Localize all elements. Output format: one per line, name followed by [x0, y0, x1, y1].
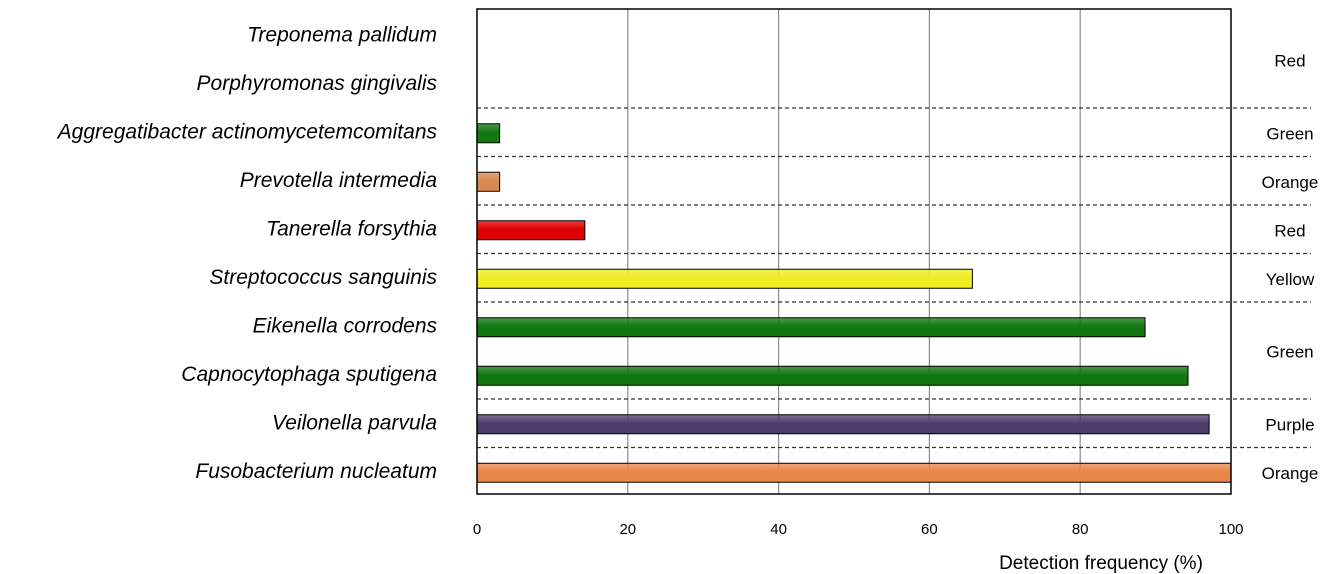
- complex-separators: [477, 107, 1311, 449]
- x-tick-labels: 0 20 40 60 80 100: [473, 521, 1244, 538]
- bars: [476, 123, 1232, 483]
- category-label: Porphyromonas gingivalis: [197, 72, 438, 95]
- category-label: Fusobacterium nucleatum: [195, 460, 437, 483]
- complex-label: Orange: [1262, 173, 1319, 192]
- bar: [476, 317, 1146, 338]
- x-tick-label: 100: [1218, 521, 1243, 538]
- complex-label: Orange: [1262, 464, 1319, 483]
- x-tick-label: 40: [770, 521, 787, 538]
- category-label: Tanerella forsythia: [266, 217, 437, 240]
- x-tick-label: 60: [921, 521, 938, 538]
- x-tick-label: 80: [1072, 521, 1089, 538]
- plot-area-frame: [476, 8, 1232, 495]
- complex-label: Purple: [1265, 415, 1314, 434]
- category-label: Streptococcus sanguinis: [209, 266, 437, 289]
- bar: [476, 414, 1210, 435]
- complex-label: Green: [1266, 124, 1313, 143]
- category-label: Veilonella parvula: [272, 411, 437, 434]
- x-tick-label: 0: [473, 521, 481, 538]
- category-label: Eikenella corrodens: [253, 314, 438, 337]
- complex-labels: Red Green Orange Red Yellow Green Purple Orange: [1262, 52, 1319, 483]
- complex-label: Red: [1274, 221, 1305, 240]
- bar: [476, 123, 501, 144]
- gridlines: [627, 9, 1081, 494]
- bar: [476, 365, 1189, 386]
- category-label: Capnocytophaga sputigena: [181, 363, 437, 386]
- bar: [476, 171, 501, 192]
- bar: [476, 268, 973, 289]
- category-labels: Treponema pallidum Porphyromonas gingival…: [56, 23, 438, 483]
- x-axis-label: Detection frequency (%): [999, 553, 1203, 574]
- complex-label: Yellow: [1266, 270, 1315, 289]
- x-tick-label: 20: [619, 521, 636, 538]
- bar: [476, 220, 586, 241]
- complex-label: Green: [1266, 343, 1313, 362]
- category-label: Aggregatibacter actinomycetemcomitans: [56, 120, 438, 143]
- complex-label: Red: [1274, 52, 1305, 71]
- bar: [476, 462, 1232, 483]
- category-label: Treponema pallidum: [247, 23, 437, 46]
- category-label: Prevotella intermedia: [240, 169, 437, 192]
